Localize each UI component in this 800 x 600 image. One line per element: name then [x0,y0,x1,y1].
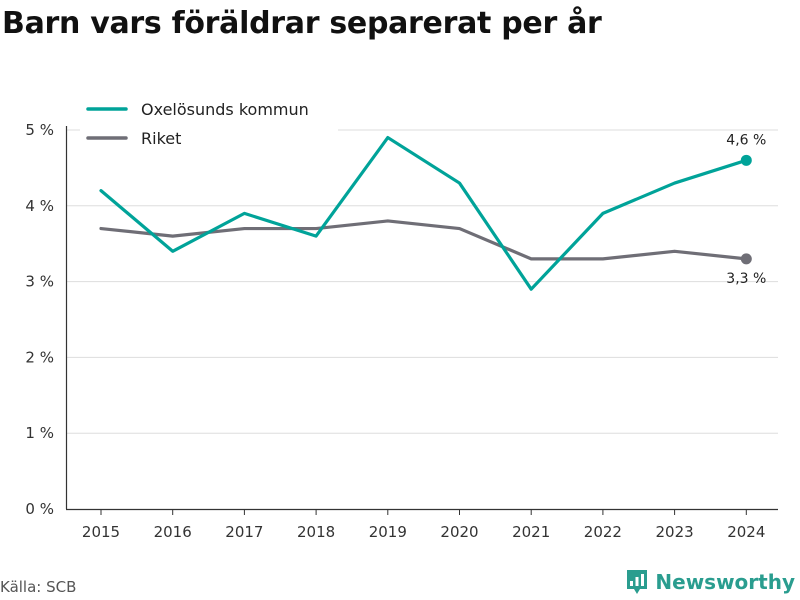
y-axis: 0 % 1 % 2 % 3 % 4 % 5 % [25,121,778,518]
x-tick-label: 2024 [727,523,765,541]
series-line-riket [99,219,748,261]
source-note: Källa: SCB [0,578,77,596]
end-value-label: 3,3 % [726,271,766,287]
brand[interactable]: Newsworthy [625,568,795,596]
legend-label: Oxelösunds kommun [141,100,309,119]
chart-title: Barn vars föräldrar separerat per år [2,6,602,41]
x-tick-label: 2018 [297,523,335,541]
y-tick-label: 0 % [25,500,54,518]
x-axis: 2015 2016 2017 2018 2019 2020 2021 2022 2023 2024 [82,509,765,541]
x-tick-label: 2017 [225,523,263,541]
end-point-oxelosund [740,154,752,166]
series-line-oxelosund [99,135,748,291]
x-tick-label: 2019 [369,523,407,541]
x-tick-label: 2022 [584,523,622,541]
series-layer: 3,3 % 4,6 % [99,132,766,291]
x-tick-label: 2021 [512,523,550,541]
newsworthy-logo-icon [627,570,648,594]
legend: Oxelösunds kommun Riket [80,96,338,148]
y-tick-label: 5 % [25,121,54,139]
x-tick-label: 2023 [656,523,694,541]
x-tick-label: 2020 [440,523,478,541]
legend-label: Riket [141,129,181,148]
brand-name: Newsworthy [655,570,795,594]
end-point-riket [740,253,752,265]
y-tick-label: 3 % [25,273,54,291]
x-tick-label: 2015 [82,523,120,541]
y-tick-label: 1 % [25,424,54,442]
y-tick-label: 4 % [25,197,54,215]
x-tick-label: 2016 [154,523,192,541]
end-value-label: 4,6 % [726,132,766,148]
y-tick-label: 2 % [25,348,54,366]
gridlines [66,129,778,434]
